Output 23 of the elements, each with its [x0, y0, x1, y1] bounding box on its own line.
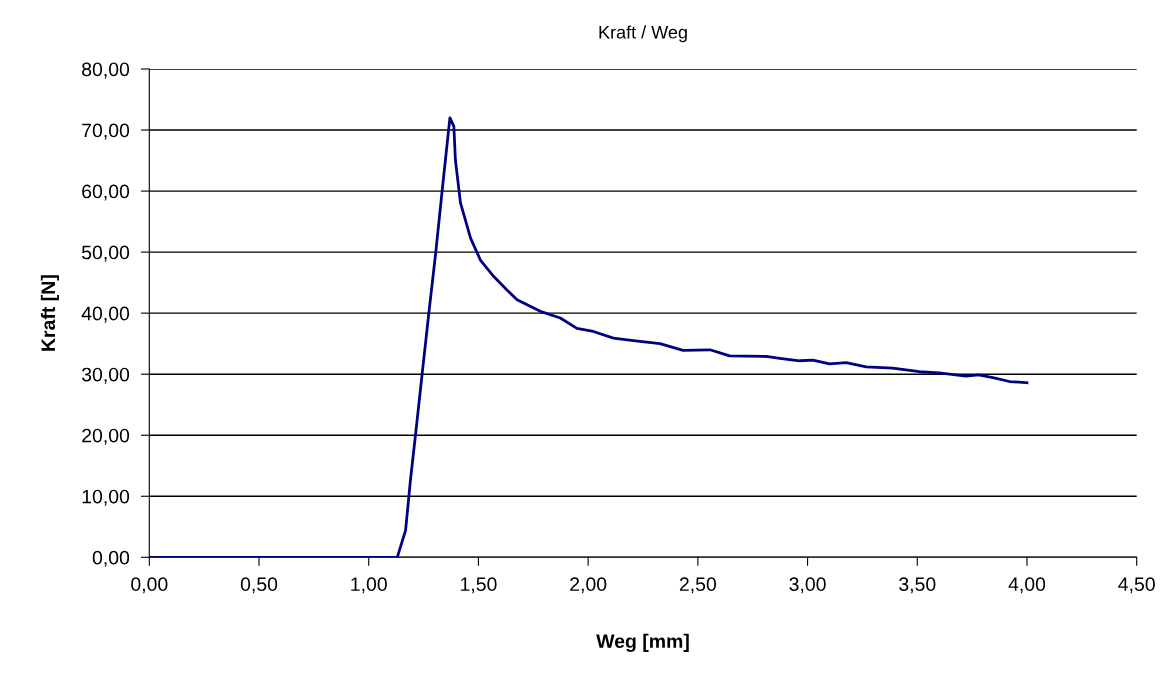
x-axis-title: Weg [mm]: [596, 633, 689, 652]
y-tick-label: 0,00: [92, 550, 130, 567]
y-axis-title: Kraft [N]: [40, 275, 59, 351]
x-tick-label: 3,50: [899, 577, 936, 594]
y-tick-label: 10,00: [82, 489, 130, 506]
x-tick-label: 0,50: [240, 577, 278, 594]
line-series: [149, 116, 1029, 558]
y-tick-label: 30,00: [81, 367, 130, 384]
x-tick-label: 2,50: [679, 577, 717, 594]
x-tick-label: 1,50: [461, 577, 497, 594]
x-tick-label: 3,00: [789, 577, 826, 594]
chart-title: Kraft / Weg: [599, 25, 687, 43]
y-tick-label: 40,00: [81, 306, 130, 323]
y-tick-label: 60,00: [82, 184, 130, 201]
x-tick-label: 1,00: [351, 577, 387, 594]
y-tick-label: 70,00: [82, 123, 130, 140]
y-tick-label: 50,00: [81, 245, 130, 262]
y-tick-label: 80,00: [82, 62, 130, 79]
y-tick-label: 20,00: [82, 428, 130, 445]
x-tick-label: 0,00: [131, 577, 168, 594]
x-tick-label: 4,00: [1008, 577, 1046, 594]
x-tick-label: 4,50: [1118, 577, 1155, 594]
x-tick-label: 2,00: [570, 577, 607, 594]
